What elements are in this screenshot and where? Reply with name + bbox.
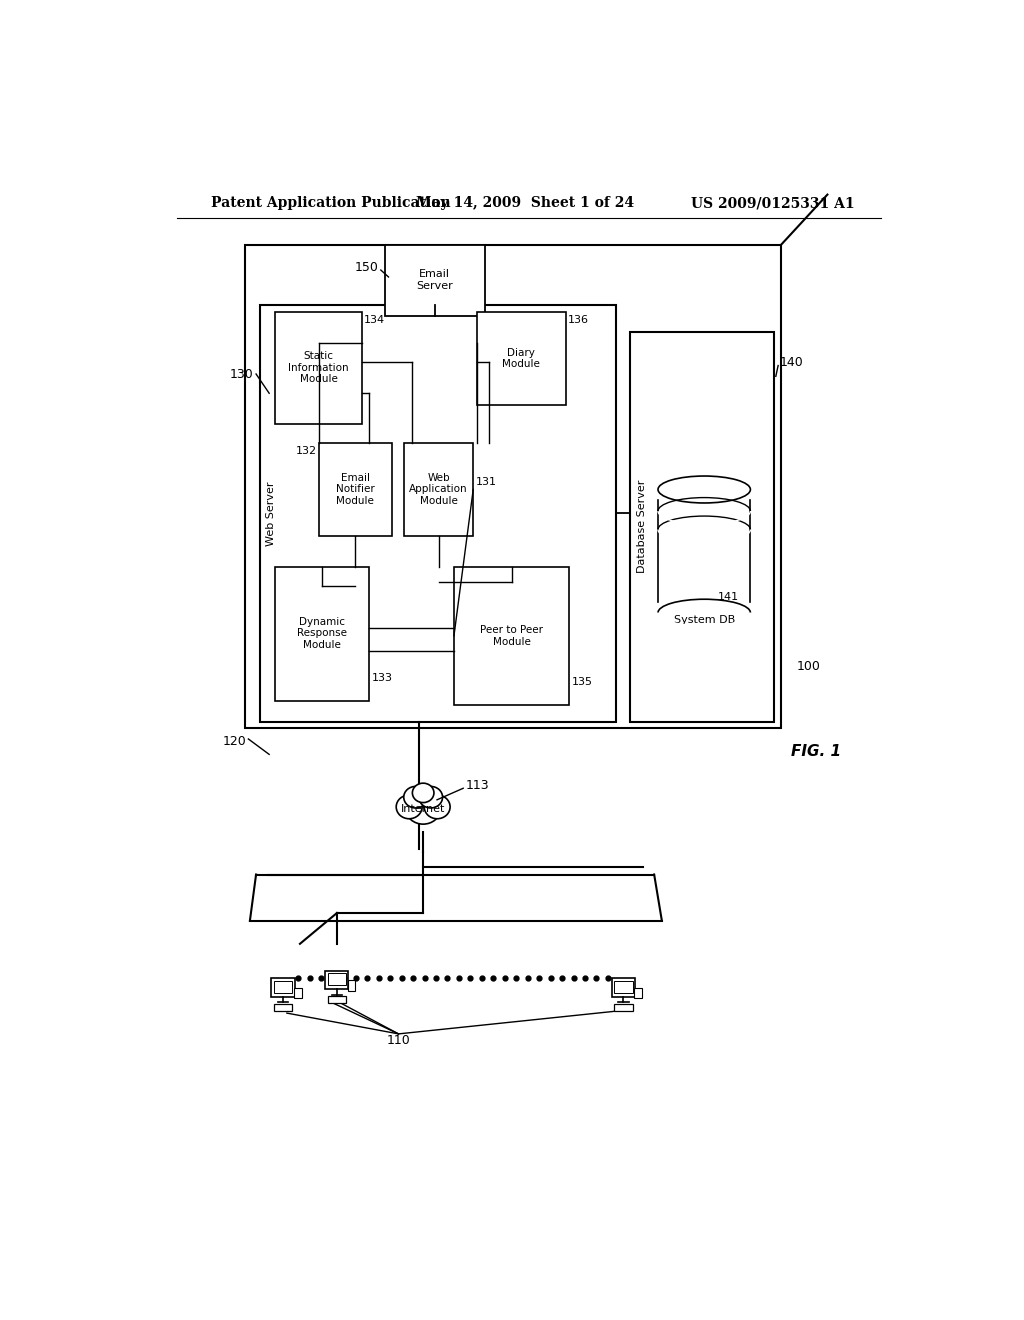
Ellipse shape — [658, 477, 751, 503]
Text: Email
Server: Email Server — [417, 269, 453, 290]
Text: 135: 135 — [571, 677, 593, 686]
Bar — [403, 444, 473, 536]
Bar — [260, 305, 615, 722]
Text: US 2009/0125331 A1: US 2009/0125331 A1 — [691, 197, 854, 210]
Text: 110: 110 — [387, 1034, 411, 1047]
Text: Peer to Peer
Module: Peer to Peer Module — [480, 624, 543, 647]
Text: 113: 113 — [466, 779, 489, 792]
Bar — [275, 566, 370, 701]
Bar — [385, 244, 484, 317]
Text: Database Server: Database Server — [637, 479, 647, 573]
Text: 133: 133 — [372, 673, 392, 684]
Bar — [245, 244, 781, 729]
Text: Web Server: Web Server — [265, 480, 275, 545]
Bar — [294, 987, 301, 998]
Text: 141: 141 — [718, 593, 739, 602]
Ellipse shape — [413, 783, 434, 803]
Text: 134: 134 — [364, 315, 385, 325]
Bar — [611, 978, 635, 997]
Bar — [348, 979, 355, 991]
Bar — [634, 987, 642, 998]
Bar — [454, 566, 569, 705]
Text: Patent Application Publication: Patent Application Publication — [211, 197, 451, 210]
Ellipse shape — [406, 793, 440, 824]
Text: 100: 100 — [797, 660, 820, 673]
Text: Web
Application
Module: Web Application Module — [410, 473, 468, 506]
Bar — [326, 970, 348, 989]
Text: 120: 120 — [222, 735, 246, 748]
Bar — [319, 444, 392, 536]
Ellipse shape — [419, 787, 442, 808]
Text: 150: 150 — [354, 261, 379, 275]
Text: 130: 130 — [230, 367, 254, 380]
Text: May 14, 2009  Sheet 1 of 24: May 14, 2009 Sheet 1 of 24 — [416, 197, 634, 210]
Ellipse shape — [403, 787, 427, 808]
Bar — [477, 313, 565, 405]
Text: System DB: System DB — [674, 615, 735, 626]
Bar — [273, 981, 292, 993]
Text: Static
Information
Module: Static Information Module — [288, 351, 349, 384]
Bar — [275, 313, 361, 424]
Bar — [630, 331, 773, 722]
Text: 140: 140 — [779, 356, 804, 370]
Text: 131: 131 — [475, 477, 497, 487]
Bar — [614, 981, 633, 993]
Text: Internet: Internet — [401, 804, 445, 814]
Bar — [328, 973, 346, 985]
Text: 132: 132 — [296, 446, 316, 455]
Bar — [614, 1003, 633, 1011]
Text: Email
Notifier
Module: Email Notifier Module — [336, 473, 375, 506]
Text: Dynamic
Response
Module: Dynamic Response Module — [297, 616, 347, 649]
Text: 136: 136 — [568, 315, 589, 325]
Bar — [328, 997, 346, 1003]
Ellipse shape — [396, 795, 422, 818]
Text: FIG. 1: FIG. 1 — [791, 743, 841, 759]
Text: Diary
Module: Diary Module — [502, 347, 540, 370]
Bar — [273, 1003, 292, 1011]
Bar — [271, 978, 295, 997]
Ellipse shape — [424, 795, 451, 818]
